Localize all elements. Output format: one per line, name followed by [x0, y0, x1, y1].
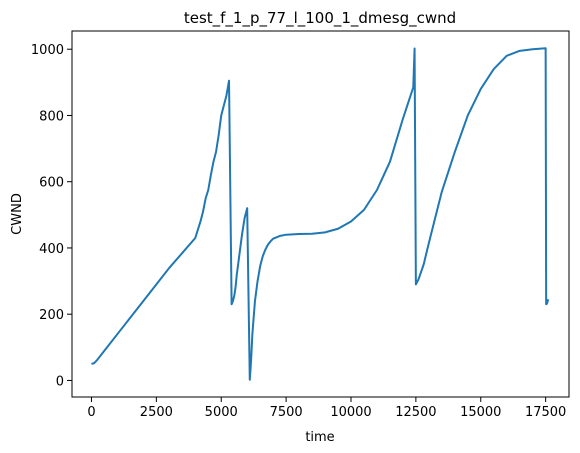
x-tick-label: 10000 — [330, 405, 371, 420]
x-axis: 0 2500 5000 7500 10000 12500 15000 17500 — [87, 397, 566, 420]
x-tick-label: 0 — [87, 405, 95, 420]
x-tick-label: 17500 — [525, 405, 566, 420]
y-axis-label: CWND — [10, 193, 25, 235]
series-line-0 — [91, 47, 550, 381]
x-tick-label: 15000 — [460, 405, 501, 420]
y-axis: 0 200 400 600 800 1000 — [31, 43, 72, 389]
axes-frame — [71, 30, 570, 398]
x-tick-label: 5000 — [205, 405, 238, 420]
y-tick-label: 600 — [39, 176, 64, 191]
x-tick-label: 7500 — [270, 405, 303, 420]
x-tick-label: 12500 — [395, 405, 436, 420]
x-tick-label: 2500 — [140, 405, 173, 420]
y-tick-label: 800 — [39, 109, 64, 124]
x-axis-label: time — [305, 430, 334, 445]
plot-area — [91, 47, 550, 381]
y-tick-label: 1000 — [31, 43, 64, 58]
chart-title: test_f_1_p_77_l_100_1_dmesg_cwnd — [184, 9, 456, 28]
y-tick-label: 400 — [39, 242, 64, 257]
y-tick-label: 0 — [56, 374, 64, 389]
y-tick-label: 200 — [39, 308, 64, 323]
